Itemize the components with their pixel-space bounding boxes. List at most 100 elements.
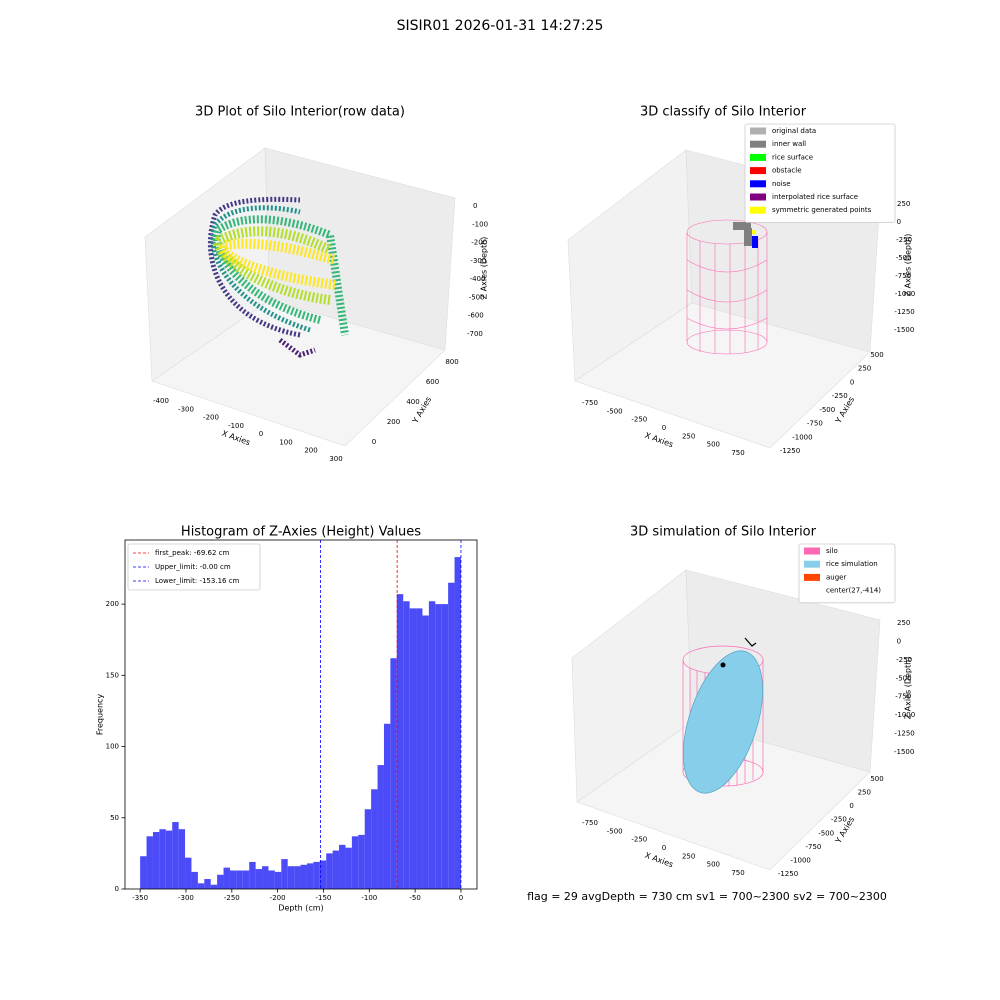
x-tick-label: -50 bbox=[409, 894, 420, 902]
x-tick-label: -750 bbox=[582, 399, 598, 407]
z-tick-label: -600 bbox=[468, 312, 484, 320]
bar bbox=[281, 859, 288, 889]
bar bbox=[165, 830, 173, 889]
x-tick-label: 500 bbox=[707, 441, 720, 449]
y-tick-label: 0 bbox=[849, 802, 853, 810]
x-tick-label: 300 bbox=[329, 455, 342, 463]
legend-box bbox=[127, 543, 261, 591]
bar bbox=[185, 857, 192, 889]
bar bbox=[140, 856, 147, 889]
z-tick-label: -500 bbox=[896, 674, 912, 682]
x-tick-label: -750 bbox=[582, 819, 598, 827]
pane-floor bbox=[151, 299, 446, 447]
bar bbox=[313, 861, 320, 889]
z-tick-label: -1500 bbox=[894, 326, 914, 334]
bar bbox=[178, 829, 186, 889]
x-tick-label: -500 bbox=[607, 827, 623, 835]
legend-label: obstacle bbox=[772, 167, 802, 175]
legend-label: auger bbox=[826, 573, 846, 581]
center-marker bbox=[720, 662, 726, 668]
cloud-band bbox=[278, 338, 316, 358]
bar bbox=[229, 870, 237, 889]
bar bbox=[294, 866, 301, 889]
y-tick-label: 400 bbox=[406, 398, 419, 406]
bar bbox=[300, 864, 307, 889]
legend-swatch bbox=[750, 167, 766, 175]
y-tick-label: 250 bbox=[858, 789, 871, 797]
x-axis-label: Depth (cm) bbox=[278, 904, 323, 913]
classified-points bbox=[733, 222, 758, 248]
legend-label: Lower_limit: -153.16 cm bbox=[155, 577, 240, 585]
z-tick-label: 250 bbox=[897, 200, 910, 208]
bar bbox=[339, 844, 346, 889]
cloud-band bbox=[212, 215, 349, 336]
legend-label: rice simulation bbox=[826, 560, 878, 568]
x-tick-label: 200 bbox=[304, 447, 317, 455]
x-tick-label: -150 bbox=[316, 894, 332, 902]
x-tick-label: -250 bbox=[224, 894, 240, 902]
legend-label: first_peak: -69.62 cm bbox=[155, 549, 229, 557]
bar bbox=[345, 847, 352, 889]
y-tick-label: 0 bbox=[850, 378, 854, 386]
bar bbox=[152, 832, 160, 889]
z-tick-label: -700 bbox=[467, 330, 483, 338]
z-tick-label: -1000 bbox=[895, 290, 915, 298]
x-tick-label: 250 bbox=[682, 852, 695, 860]
y-tick-label: -1000 bbox=[791, 856, 811, 864]
bar bbox=[326, 853, 333, 889]
inner-wall-points bbox=[744, 228, 752, 246]
z-tick-label: -1250 bbox=[894, 730, 914, 738]
legend-label: interpolated rice surface bbox=[772, 193, 858, 201]
point-cloud bbox=[207, 196, 349, 358]
bar bbox=[274, 871, 282, 889]
x-tick-label: -300 bbox=[178, 405, 194, 413]
auger-marker bbox=[744, 637, 757, 647]
bar bbox=[351, 836, 359, 889]
bar bbox=[403, 601, 410, 889]
z-tick-label: -500 bbox=[469, 293, 485, 301]
inner-wall-points bbox=[733, 222, 751, 230]
y-tick-label: 50 bbox=[110, 814, 119, 822]
bar bbox=[416, 608, 423, 889]
silo-lines bbox=[686, 232, 768, 354]
x-tick-label: 100 bbox=[279, 438, 292, 446]
x-tick-label: -300 bbox=[178, 894, 194, 902]
bar bbox=[435, 604, 442, 889]
x-tick-label: 500 bbox=[707, 861, 720, 869]
legend-swatch bbox=[750, 206, 766, 214]
bar bbox=[255, 869, 263, 889]
bar bbox=[441, 604, 449, 889]
bar bbox=[236, 870, 243, 889]
x-tick-label: 250 bbox=[682, 432, 695, 440]
y-tick-label: 100 bbox=[106, 743, 119, 751]
bar bbox=[428, 601, 436, 889]
footer-note: flag = 29 avgDepth = 730 cm sv1 = 700~23… bbox=[527, 890, 887, 903]
bar bbox=[454, 557, 461, 889]
x-tick-label: 0 bbox=[459, 894, 463, 902]
bar bbox=[249, 861, 256, 889]
y-tick-label: 800 bbox=[445, 358, 458, 366]
noise-points bbox=[752, 236, 758, 248]
bar bbox=[197, 883, 205, 889]
bar bbox=[390, 658, 397, 889]
x-tick-label: 750 bbox=[731, 449, 744, 457]
y-tick-label: -250 bbox=[831, 816, 847, 824]
pane-floor bbox=[576, 721, 871, 871]
legend-swatch bbox=[750, 140, 766, 148]
cloud-band bbox=[207, 196, 301, 338]
z-tick-label: -100 bbox=[472, 220, 488, 228]
legend-swatch bbox=[804, 560, 820, 568]
rice-surface bbox=[682, 650, 764, 794]
panel-title: 3D Plot of Silo Interior(row data) bbox=[195, 105, 405, 120]
z-tick-label: -1000 bbox=[895, 711, 915, 719]
y-tick-label: 600 bbox=[426, 378, 439, 386]
y-tick-label: -1250 bbox=[778, 870, 798, 878]
x-tick-label: -250 bbox=[631, 836, 647, 844]
y-tick-label: 0 bbox=[115, 885, 119, 893]
z-tick-label: -750 bbox=[895, 272, 911, 280]
figure-title: SISIR01 2026-01-31 14:27:25 bbox=[397, 18, 604, 34]
bar bbox=[262, 866, 269, 889]
bar bbox=[371, 789, 378, 889]
bar bbox=[306, 863, 314, 889]
bar bbox=[146, 836, 153, 889]
